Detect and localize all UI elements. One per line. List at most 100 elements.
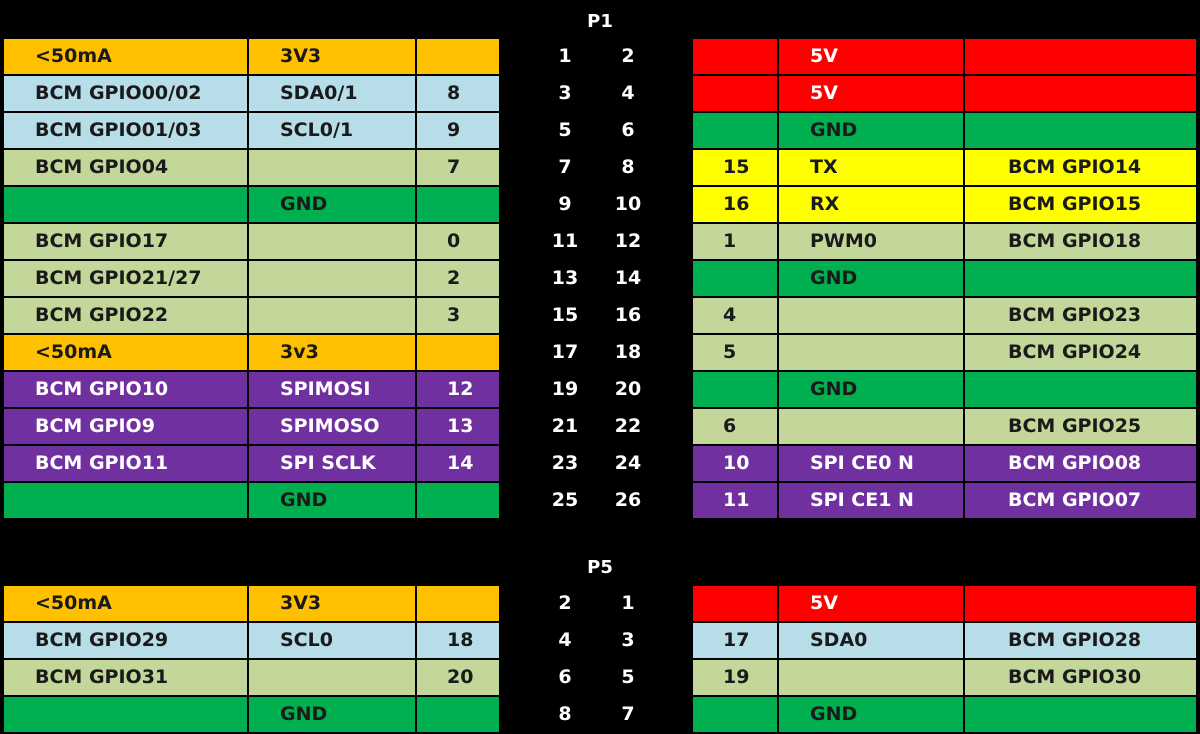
pin-number: 11 [551,230,579,252]
left-gpio-name-cell [4,187,247,222]
pin-number: 25 [551,489,579,511]
right-gpio-name-cell [965,76,1196,111]
right-wiringpi-number-cell [693,261,777,296]
pin-number: 8 [558,703,572,725]
right-gpio-name-cell: BCM GPIO24 [965,335,1196,370]
right-wiringpi-number-cell: 6 [693,409,777,444]
pin-number: 3 [558,82,572,104]
left-function-cell: GND [249,697,415,732]
left-gpio-name-cell: <50mA [4,586,247,621]
left-wiringpi-number-cell: 18 [417,623,499,658]
right-wiringpi-number-cell: 19 [693,660,777,695]
right-gpio-name-cell [965,113,1196,148]
pin-number: 14 [614,267,642,289]
left-wiringpi-number-cell: 12 [417,372,499,407]
right-gpio-name-cell [965,586,1196,621]
left-gpio-name-cell: <50mA [4,39,247,74]
right-wiringpi-number-cell: 10 [693,446,777,481]
pin-number: 22 [614,415,642,437]
pin-number: 19 [551,378,579,400]
right-function-cell: GND [779,261,963,296]
p1-row: BCM GPIO17 0 11 12 1 PWM0 BCM GPIO18 [0,224,1200,261]
pin-number: 16 [614,304,642,326]
right-wiringpi-number-cell [693,586,777,621]
right-wiringpi-number-cell: 15 [693,150,777,185]
right-function-cell: GND [779,372,963,407]
p5-row: BCM GPIO29 SCL0 18 4 3 17 SDA0 BCM GPIO28 [0,623,1200,660]
pin-number: 6 [621,119,635,141]
left-wiringpi-number-cell [417,39,499,74]
pin-number: 4 [558,629,572,651]
right-wiringpi-number-cell: 16 [693,187,777,222]
p1-row: BCM GPIO04 7 7 8 15 TX BCM GPIO14 [0,150,1200,187]
left-gpio-name-cell: BCM GPIO11 [4,446,247,481]
right-function-cell: 5V [779,39,963,74]
left-wiringpi-number-cell: 2 [417,261,499,296]
right-gpio-name-cell [965,39,1196,74]
right-gpio-name-cell: BCM GPIO07 [965,483,1196,518]
left-gpio-name-cell: BCM GPIO21/27 [4,261,247,296]
pin-number: 1 [558,45,572,67]
pin-number: 10 [614,193,642,215]
right-gpio-name-cell: BCM GPIO23 [965,298,1196,333]
right-wiringpi-number-cell [693,113,777,148]
p1-row: BCM GPIO9 SPIMOSO 13 21 22 6 BCM GPIO25 [0,409,1200,446]
right-function-cell [779,335,963,370]
right-function-cell: TX [779,150,963,185]
left-wiringpi-number-cell: 14 [417,446,499,481]
pin-number: 9 [558,193,572,215]
p5-title: P5 [587,557,613,578]
right-function-cell: 5V [779,586,963,621]
pin-number: 18 [614,341,642,363]
pin-number: 15 [551,304,579,326]
pin-number: 2 [558,592,572,614]
left-gpio-name-cell [4,697,247,732]
left-wiringpi-number-cell: 3 [417,298,499,333]
p1-row: GND 25 26 11 SPI CE1 N BCM GPIO07 [0,483,1200,520]
p1-row: GND 9 10 16 RX BCM GPIO15 [0,187,1200,224]
right-gpio-name-cell: BCM GPIO25 [965,409,1196,444]
left-function-cell: GND [249,483,415,518]
left-gpio-name-cell: BCM GPIO04 [4,150,247,185]
left-gpio-name-cell: BCM GPIO9 [4,409,247,444]
left-function-cell [249,261,415,296]
right-wiringpi-number-cell: 17 [693,623,777,658]
p1-row: BCM GPIO00/02 SDA0/1 8 3 4 5V [0,76,1200,113]
left-function-cell: SCL0/1 [249,113,415,148]
p1-row: BCM GPIO01/03 SCL0/1 9 5 6 GND [0,113,1200,150]
right-function-cell: 5V [779,76,963,111]
left-function-cell [249,298,415,333]
left-function-cell [249,660,415,695]
pin-number: 7 [621,703,635,725]
left-function-cell: SDA0/1 [249,76,415,111]
right-gpio-name-cell: BCM GPIO14 [965,150,1196,185]
right-wiringpi-number-cell: 5 [693,335,777,370]
left-gpio-name-cell [4,483,247,518]
left-function-cell: SPIMOSO [249,409,415,444]
pin-number: 20 [614,378,642,400]
pin-number: 5 [621,666,635,688]
p1-row: BCM GPIO22 3 15 16 4 BCM GPIO23 [0,298,1200,335]
pin-number: 7 [558,156,572,178]
p5-row: GND 8 7 GND [0,697,1200,734]
left-function-cell: SPI SCLK [249,446,415,481]
left-function-cell [249,224,415,259]
pin-number: 12 [614,230,642,252]
right-gpio-name-cell: BCM GPIO30 [965,660,1196,695]
right-function-cell: SDA0 [779,623,963,658]
left-gpio-name-cell: BCM GPIO00/02 [4,76,247,111]
left-gpio-name-cell: BCM GPIO17 [4,224,247,259]
right-gpio-name-cell: BCM GPIO28 [965,623,1196,658]
pin-number: 26 [614,489,642,511]
right-wiringpi-number-cell: 11 [693,483,777,518]
p1-row: <50mA 3V3 1 2 5V [0,39,1200,76]
left-wiringpi-number-cell [417,335,499,370]
left-gpio-name-cell: BCM GPIO31 [4,660,247,695]
right-gpio-name-cell [965,697,1196,732]
left-function-cell: SCL0 [249,623,415,658]
left-wiringpi-number-cell: 13 [417,409,499,444]
right-gpio-name-cell: BCM GPIO08 [965,446,1196,481]
left-wiringpi-number-cell: 20 [417,660,499,695]
left-function-cell [249,150,415,185]
